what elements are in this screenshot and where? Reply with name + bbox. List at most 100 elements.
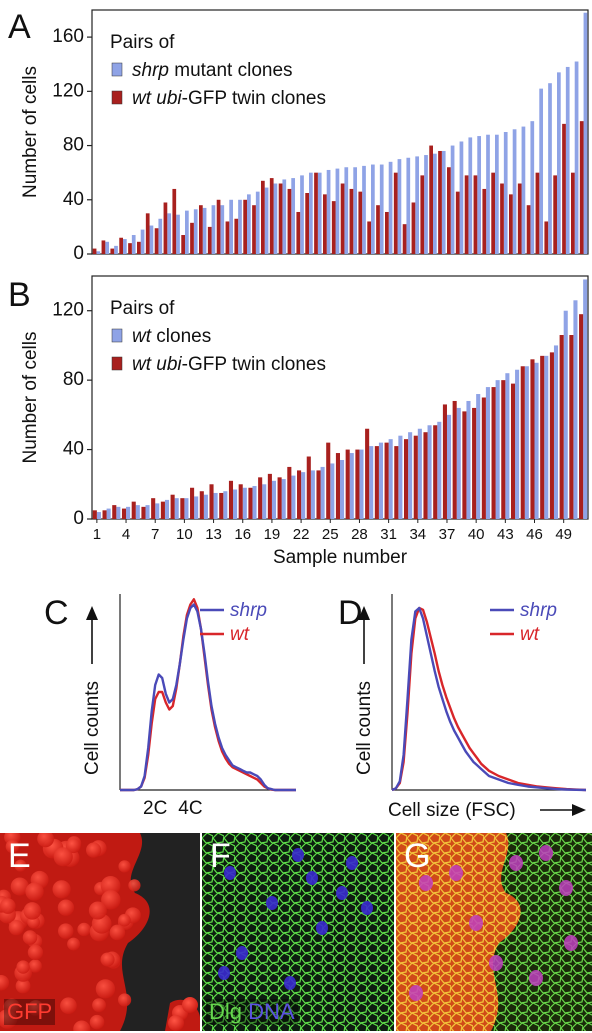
chart-b-x-tick-label: 43 [497,526,514,543]
chart-b-bar-red [559,335,564,519]
chart-b-bar-red [180,498,185,519]
chart-b-x-tick-label: 4 [122,526,130,543]
chart-b-bar-blue [174,498,179,519]
chart-a-bar-red [455,191,460,254]
chart-a-bar-red [446,167,451,254]
chart-a-bar-red [305,193,309,254]
chart-d-line-shrp [391,606,587,792]
chart-a-bar-blue [539,88,544,254]
chart-a-bar-red [128,243,132,254]
chart-a-legend-swatch [111,62,123,77]
chart-a-bar-blue [503,132,508,254]
panel-e-letter: E [8,837,31,875]
chart-a: 0 40 80 120 160 Number of cells Pairs of shrp m… [20,9,589,264]
chart-a-bar-blue [114,245,118,254]
chart-a-bar-blue [362,165,366,254]
chart-a-bar-blue [441,150,446,254]
chart-a-bar-blue [512,129,517,254]
chart-a-bar-red [358,191,363,254]
chart-b-bar-red [160,501,165,519]
chart-a-bar-blue [326,169,331,254]
chart-a-bar-red [278,183,283,254]
chart-a-bar-red [225,221,230,254]
chart-b-bar-blue [466,400,471,519]
chart-a-bar-red [473,175,478,254]
chart-a-bar-red [181,235,185,254]
chart-b-y-tick-label: 0 [73,508,84,529]
chart-b-bar-blue [573,300,578,519]
chart-b-bar-blue [213,492,218,519]
chart-a-bar-red [322,194,327,254]
chart-a-bar-blue [317,172,322,254]
chart-b-x-tick-label: 37 [439,526,456,543]
chart-a-bar-red [234,218,239,254]
chart-a-bar-blue [371,164,375,254]
chart-c-legend-wt: wt [230,624,250,645]
chart-a-bar-blue [149,225,154,254]
chart-a-bar-red [562,123,566,254]
chart-a-bar-red [393,172,398,254]
gfp-clone-image [0,833,200,1031]
chart-a-bar-red [517,183,522,254]
chart-a-bar-red [136,241,141,254]
chart-a-bar-blue [415,156,420,254]
chart-a-bar-red [314,172,318,254]
chart-b-bar-red [501,380,506,519]
chart-b-bar-blue [155,503,160,519]
panel-c-letter: C [44,594,69,632]
chart-a-bar-blue [450,145,455,254]
chart-b-bar-blue [524,366,529,519]
chart-b-bar-blue [388,439,393,519]
chart-b-bar-blue [223,491,228,519]
chart-a-bar-red [331,201,336,254]
chart-d-x-arrowhead [572,804,586,816]
chart-b-bar-red [481,397,486,519]
chart-b-y-tick-label: 80 [63,369,84,390]
chart-a-bar-red [376,205,380,254]
chart-a-bar-red [500,183,504,254]
chart-a-bar-red [145,213,150,254]
dlg-dna-image [202,833,394,1031]
chart-a-bar-blue [96,251,101,254]
chart-b-bar-blue [476,394,481,519]
chart-b-bar-red [297,470,302,519]
chart-b-bar-red [102,510,107,519]
panel-b-letter: B [8,276,31,314]
chart-b-bar-red [540,355,545,519]
chart-b-bar-red [219,492,224,519]
chart-b-bar-blue [563,310,568,519]
chart-b-bar-blue [320,466,325,519]
chart-b-bar-blue [271,480,277,519]
chart-b-bar-blue [96,512,101,519]
chart-b-x-axis-label: Sample number [273,547,408,568]
chart-b-x-tick-label: 31 [380,526,397,543]
chart-a-bar-red [384,211,389,254]
chart-a-bar-blue [530,121,535,255]
chart-b-bar-blue [135,505,140,519]
chart-a-bar-blue [548,83,552,254]
chart-b-bar-red [335,453,340,519]
chart-b-bar-red [452,400,457,519]
chart-a-bar-blue [202,207,207,254]
chart-a-bar-blue [158,218,163,254]
chart-a-bar-red [526,205,531,254]
chart-b-x-tick-label: 19 [264,526,281,543]
chart-a-bar-red [340,183,345,254]
chart-b-bar-red [151,498,156,519]
chart-b-bar-red [238,484,243,519]
chart-b-x-tick-label: 22 [293,526,310,543]
chart-b-bar-blue [164,499,170,519]
chart-a-bar-red [553,175,557,254]
chart-b-bar-blue [233,489,238,519]
chart-b-bar-red [579,314,584,519]
chart-d-legend-wt: wt [520,624,540,645]
chart-b-bar-blue [291,475,296,519]
chart-a-bar-blue [140,229,145,254]
chart-b-bar-red [170,494,175,519]
chart-a-bar-blue [167,213,172,254]
chart-b-bar-blue [194,496,199,519]
chart-a-bar-red [190,222,194,254]
panel-g-letter: G [404,837,431,875]
chart-b-bar-red [355,449,360,519]
